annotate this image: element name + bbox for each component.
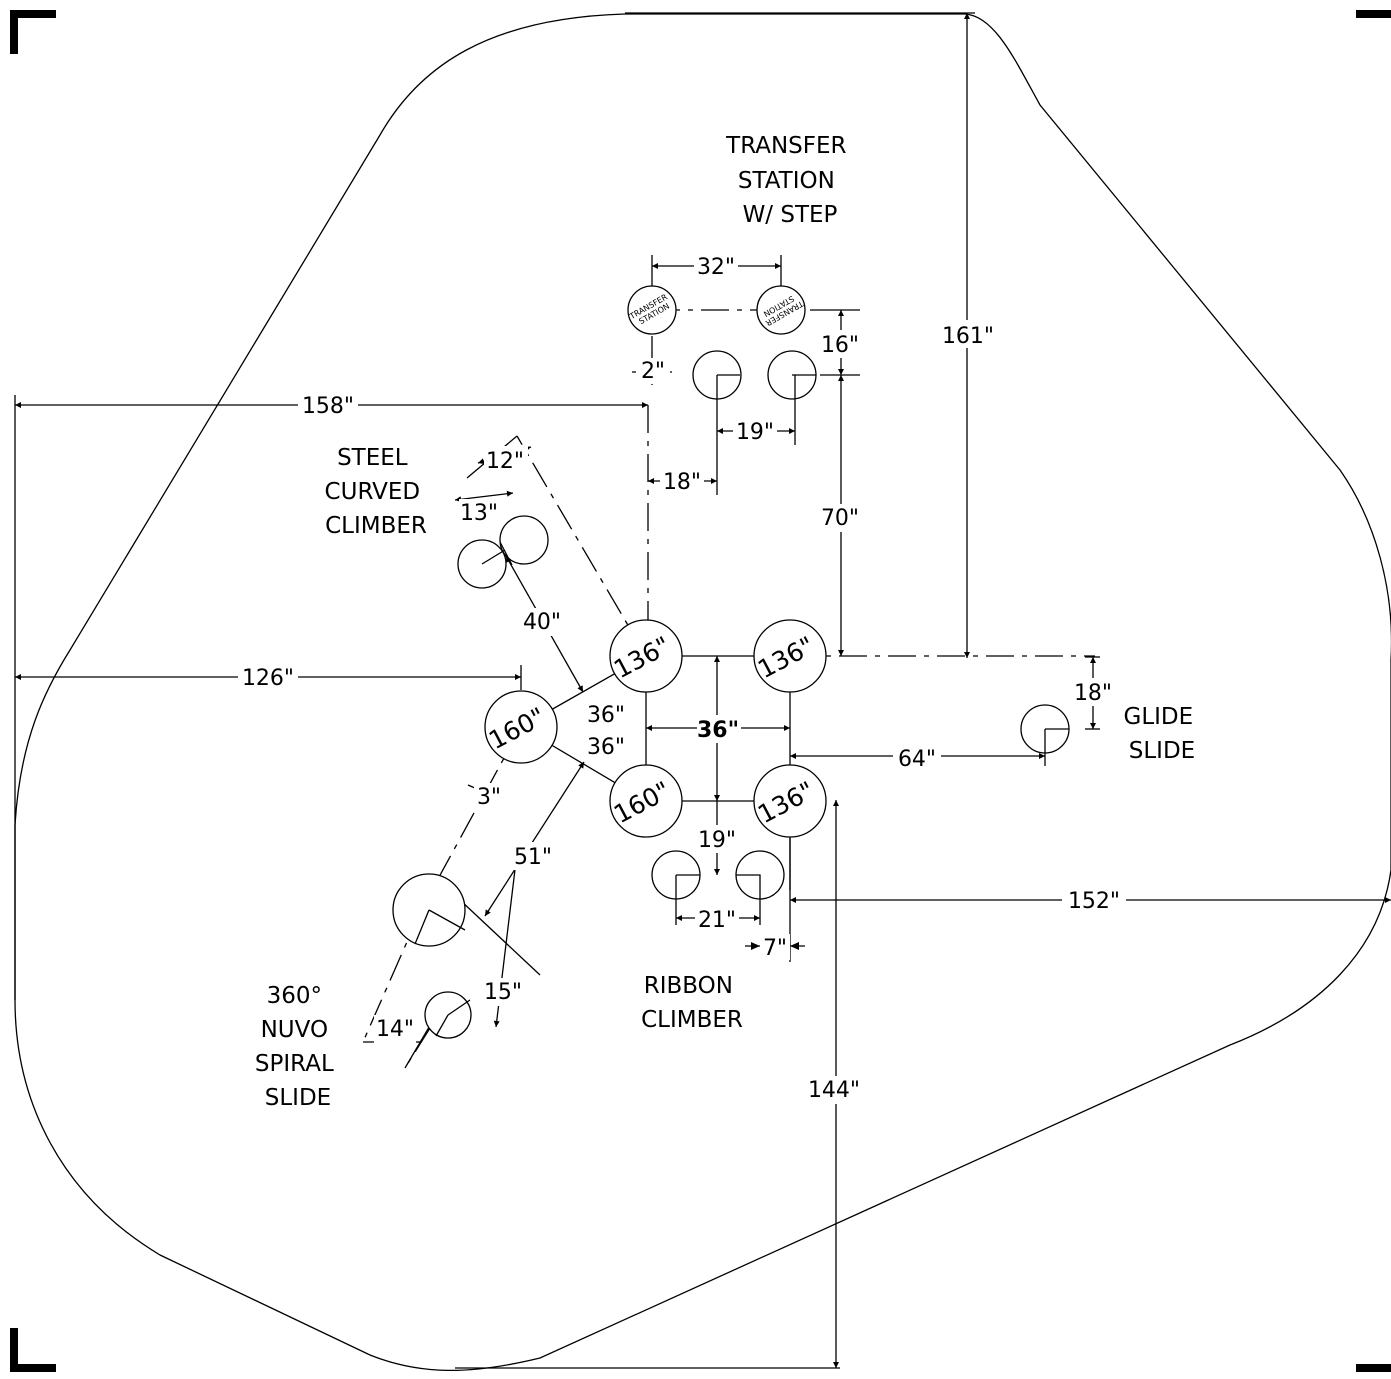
dim-18a: 18" bbox=[663, 470, 701, 495]
dim-19a: 19" bbox=[736, 420, 774, 445]
spiral-slide-footing-small bbox=[424, 991, 472, 1039]
post-left: 160" bbox=[484, 690, 558, 764]
dim-36c: 36" bbox=[697, 718, 739, 743]
use-zone-boundary bbox=[14, 13, 1391, 1372]
dim-40: 40" bbox=[523, 610, 561, 635]
ribbon-climber-footing-left bbox=[651, 850, 701, 900]
steel-curved-climber-label: STEEL CURVED CLIMBER bbox=[325, 445, 428, 539]
dimension-texts: 32" 16" 161" 2" 158" 19" 12" 18" 13" 70"… bbox=[238, 252, 1126, 1104]
dimension-lines bbox=[14, 12, 1391, 1369]
post-top-right: 136" bbox=[753, 619, 827, 693]
dim-144: 144" bbox=[808, 1078, 860, 1103]
dim-2: 2" bbox=[641, 359, 665, 384]
dim-161: 161" bbox=[942, 324, 994, 349]
dim-21: 21" bbox=[698, 908, 736, 933]
transfer-station-footing-right: TRANSFER STATION bbox=[756, 285, 806, 335]
dim-14: 14" bbox=[376, 1017, 414, 1042]
transfer-step-footing-left bbox=[692, 350, 742, 400]
transfer-step-footing-right bbox=[767, 350, 817, 400]
dim-7: 7" bbox=[763, 936, 787, 961]
dim-158: 158" bbox=[302, 394, 354, 419]
dim-36b: 36" bbox=[587, 735, 625, 760]
dim-51: 51" bbox=[514, 845, 552, 870]
dim-13: 13" bbox=[460, 501, 498, 526]
glide-slide-footing bbox=[1020, 704, 1070, 754]
dim-15: 15" bbox=[484, 980, 522, 1005]
steel-climber-footing-b bbox=[481, 515, 549, 566]
dim-16: 16" bbox=[821, 333, 859, 358]
dim-126: 126" bbox=[242, 666, 294, 691]
dim-64: 64" bbox=[898, 747, 936, 772]
dim-36a: 36" bbox=[587, 703, 625, 728]
dim-3: 3" bbox=[477, 785, 501, 810]
spiral-slide-label: 360° NUVO SPIRAL SLIDE bbox=[255, 983, 341, 1111]
dim-19b: 19" bbox=[698, 828, 736, 853]
dim-152: 152" bbox=[1068, 889, 1120, 914]
transfer-station-footing-left: TRANSFER STATION bbox=[627, 285, 677, 335]
post-bottom-right: 136" bbox=[753, 764, 827, 838]
glide-slide-label: GLIDE SLIDE bbox=[1124, 704, 1201, 764]
transfer-station-label: TRANSFER STATION W/ STEP bbox=[725, 133, 854, 228]
post-top-left: 136" bbox=[609, 619, 683, 693]
post-bottom-left: 160" bbox=[609, 764, 683, 838]
center-lines bbox=[362, 309, 1095, 1069]
ribbon-climber-footing-right bbox=[735, 850, 785, 900]
dim-32: 32" bbox=[697, 255, 735, 280]
dim-70: 70" bbox=[821, 506, 859, 531]
crop-marks bbox=[10, 10, 1391, 1372]
dim-12: 12" bbox=[486, 449, 524, 474]
dim-18b: 18" bbox=[1074, 681, 1112, 706]
spiral-slide-footing-large bbox=[392, 873, 466, 947]
ribbon-climber-label: RIBBON CLIMBER bbox=[641, 973, 743, 1033]
